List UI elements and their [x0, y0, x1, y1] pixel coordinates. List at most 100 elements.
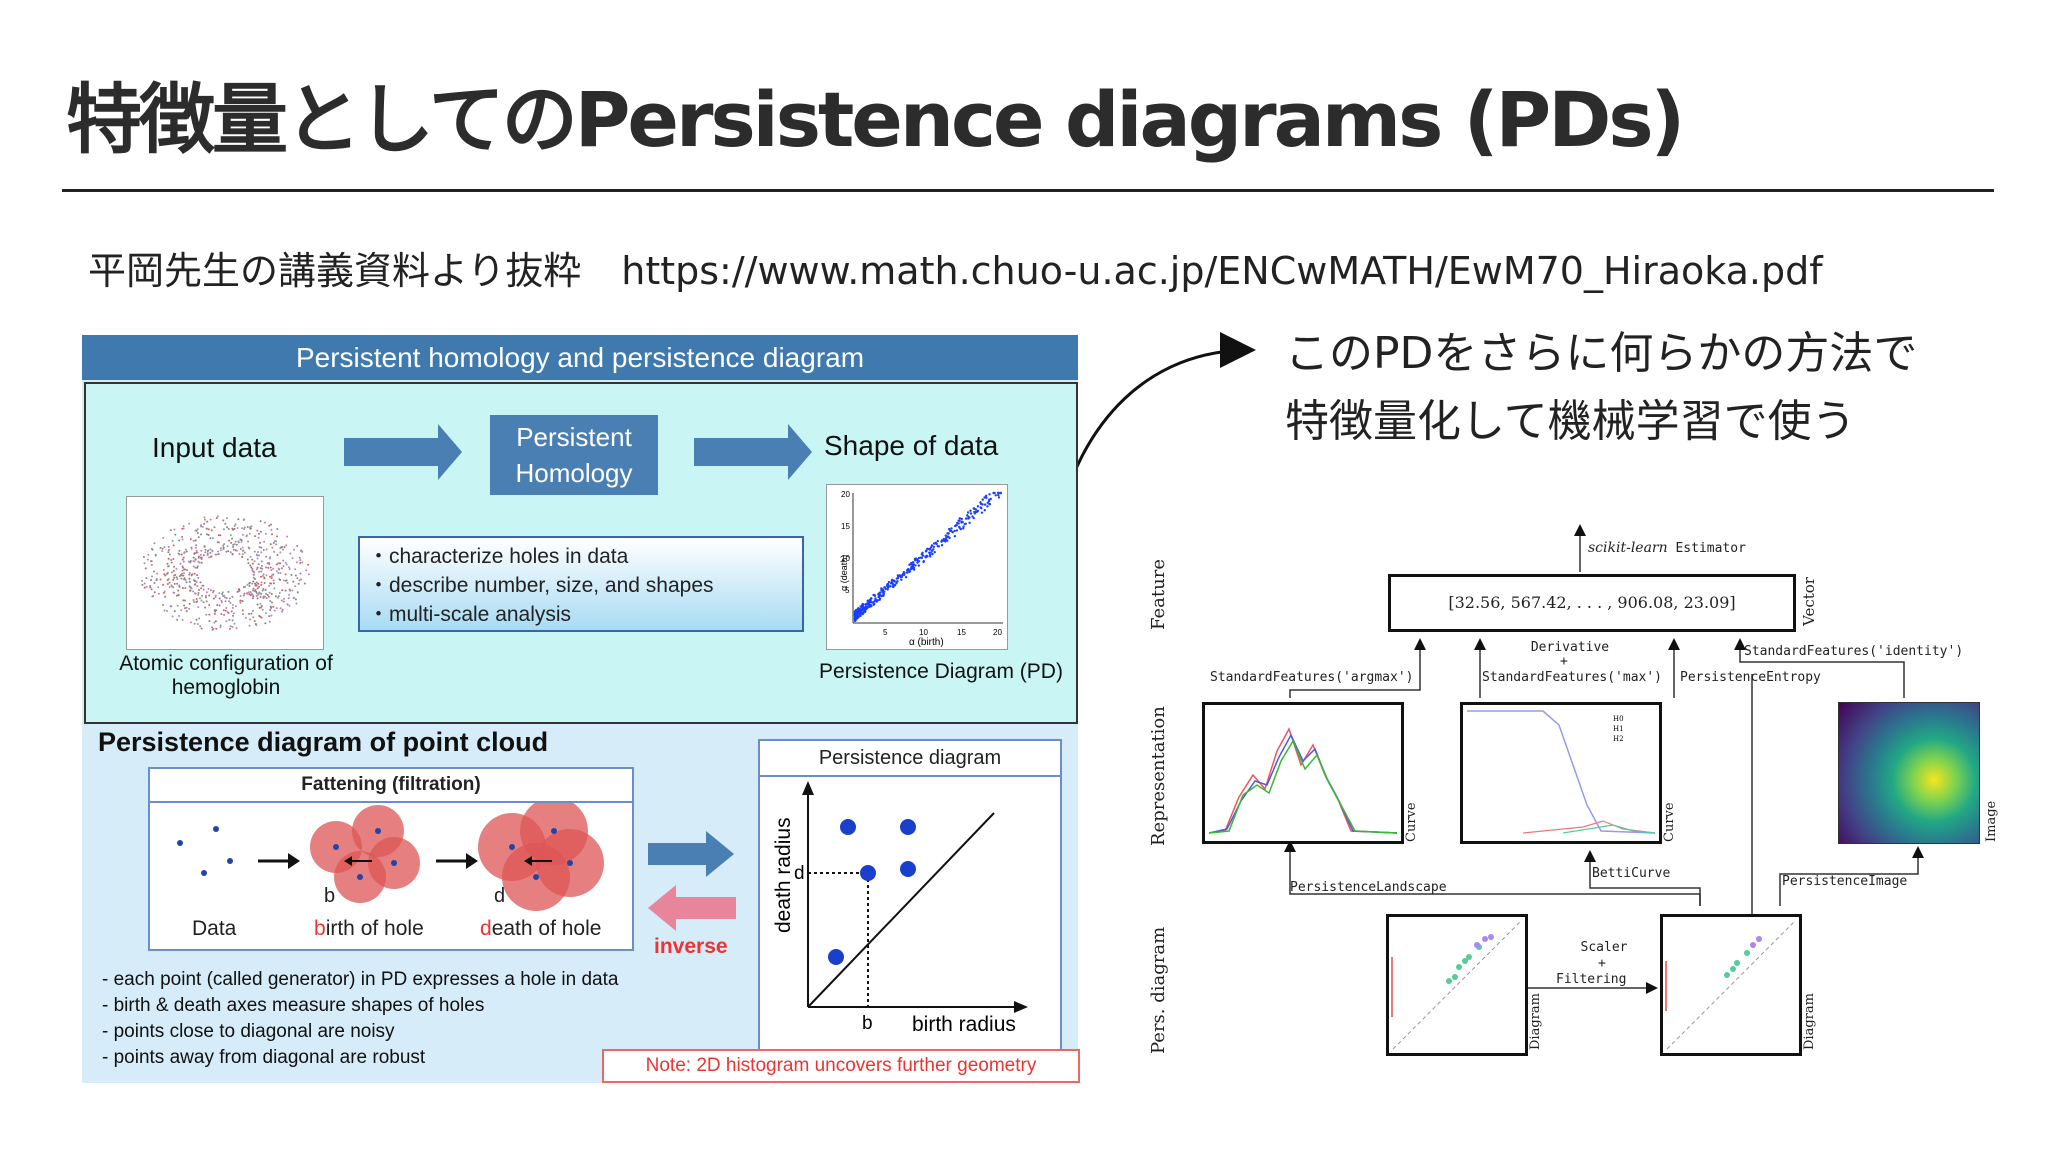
notes-list: - each point (called generator) in PD ex…: [102, 967, 618, 1071]
death-initial: d: [480, 917, 492, 940]
properties-box: ・characterize holes in data ・describe nu…: [358, 536, 804, 632]
tick-label: 20: [841, 490, 850, 499]
diagram-plot-scaled: [1660, 914, 1802, 1056]
pers-image-label: PersistenceImage: [1782, 874, 1908, 889]
persistence-diagram-panel: Persistence diagram d b birth radius dea…: [758, 739, 1062, 1055]
estimator-mono: Estimator: [1667, 541, 1746, 556]
bullet-item: ・describe number, size, and shapes: [368, 574, 714, 597]
filtration-illustration: [177, 803, 604, 911]
landscape-plot: [1202, 702, 1404, 844]
feature-pipeline-figure: Feature Representation Pers. diagram sci…: [1140, 520, 2000, 1080]
pd-small-xlabel: α (birth): [909, 637, 944, 648]
birth-of-hole-label: birth of hole: [314, 917, 424, 941]
pd-d-marker: d: [794, 863, 805, 884]
estimator-italic: scikit-learn: [1588, 540, 1668, 556]
scaler-plus: +: [1598, 956, 1606, 971]
pd-title: Persistence diagram: [760, 741, 1060, 777]
row-label-representation: Representation: [1148, 706, 1169, 846]
death-marker: d: [494, 885, 506, 907]
diagram-plot-original: [1386, 914, 1528, 1056]
derivative-label: Derivative: [1530, 640, 1610, 655]
ph-line-1: Persistent: [516, 422, 632, 452]
forward-inverse-arrows-icon: [648, 831, 736, 931]
arrow-right-icon: [344, 424, 462, 480]
persistent-homology-box: Persistent Homology: [490, 415, 658, 495]
derivative-plus: +: [1560, 654, 1568, 669]
atoms-caption-line-1: Atomic configuration of: [119, 652, 333, 675]
legend-h2: H2: [1613, 735, 1624, 743]
tick-label: 20: [993, 628, 1002, 637]
birth-marker: b: [324, 885, 336, 907]
figure-header: Persistent homology and persistence diag…: [82, 335, 1078, 380]
tick-label: 15: [957, 628, 966, 637]
pd-caption: Persistence Diagram (PD): [819, 660, 1063, 683]
persistence-diagram-thumbnail: α (death) α (birth) 5 10 15 20 20 15 10 …: [826, 484, 1008, 650]
legend-h1: H1: [1613, 725, 1624, 733]
note-item: - points away from diagonal are robust: [102, 1047, 426, 1068]
vector-label: Vector: [1800, 577, 1818, 626]
arrow-right-icon: [694, 424, 812, 480]
betti-curve-plot: H0 H1 H2: [1460, 702, 1662, 844]
top-panel: Input data Persistent Homology Shape of …: [84, 382, 1078, 724]
estimator-label: scikit-learn Estimator: [1588, 540, 1746, 556]
atoms-caption: Atomic configuration of hemoglobin: [86, 652, 366, 700]
curve-label: Curve: [1662, 802, 1677, 842]
comment-line-1: このPDをさらに何らかの方法で: [1285, 328, 1918, 379]
sf-identity-label: StandardFeatures('identity'): [1744, 644, 1964, 659]
diagram-label: Diagram: [1528, 993, 1543, 1050]
title-divider: [62, 189, 1994, 192]
note-item: - points close to diagonal are noisy: [102, 1021, 395, 1042]
pd-ylabel: death radius: [772, 817, 795, 933]
legend-h0: H0: [1613, 715, 1624, 723]
source-url[interactable]: https://www.math.chuo-u.ac.jp/ENCwMATH/E…: [621, 249, 1823, 293]
tick-label: 5: [883, 628, 888, 637]
tick-label: 10: [919, 628, 928, 637]
sf-max-label: StandardFeatures('max'): [1482, 670, 1663, 685]
source-label: 平岡先生の講義資料より抜粋: [88, 249, 582, 293]
atomic-configuration-image: [126, 496, 324, 650]
note-item: - birth & death axes measure shapes of h…: [102, 995, 485, 1016]
sf-argmax-label: StandardFeatures('argmax'): [1210, 670, 1414, 685]
source-line: 平岡先生の講義資料より抜粋 https://www.math.chuo-u.ac.…: [88, 240, 1823, 295]
death-of-hole-label: death of hole: [480, 917, 601, 941]
pers-entropy-label: PersistenceEntropy: [1680, 670, 1821, 685]
betti-curve-label: BettiCurve: [1592, 866, 1671, 881]
point-cloud-title: Persistence diagram of point cloud: [98, 727, 549, 757]
pipeline-connectors: [1284, 524, 1924, 994]
bullet-item: ・multi-scale analysis: [368, 603, 572, 626]
atoms-caption-line-2: hemoglobin: [171, 676, 281, 699]
curve-label: Curve: [1404, 802, 1419, 842]
fattening-title: Fattening (filtration): [150, 769, 632, 803]
scaler-label: Scaler: [1580, 940, 1628, 955]
pd-xlabel: birth radius: [912, 1013, 1016, 1036]
tick-label: 15: [841, 522, 850, 531]
row-label-pers-diagram: Pers. diagram: [1148, 926, 1169, 1054]
page-title: 特徴量としてのPersistence diagrams (PDs): [66, 75, 1685, 164]
inverse-label: inverse: [654, 935, 728, 958]
tick-label: 5: [845, 586, 850, 595]
death-rest: eath of hole: [491, 917, 602, 940]
comment-text: このPDをさらに何らかの方法で 特徴量化して機械学習で使う: [1285, 320, 1917, 456]
bullet-item: ・characterize holes in data: [368, 545, 629, 568]
tick-label: 10: [841, 554, 850, 563]
fattening-panel: Fattening (filtration) b d Data birth of…: [148, 767, 634, 951]
pers-landscape-label: PersistenceLandscape: [1290, 880, 1447, 895]
persistent-homology-figure: Persistent homology and persistence diag…: [82, 335, 1080, 1083]
row-label-feature: Feature: [1148, 559, 1169, 630]
shape-of-data-label: Shape of data: [824, 430, 999, 461]
persistence-image-plot: [1838, 702, 1980, 844]
note-item: - each point (called generator) in PD ex…: [102, 969, 619, 990]
comment-line-2: 特徴量化して機械学習で使う: [1285, 396, 1856, 447]
pd-small-ylabel: α (death): [839, 555, 849, 591]
birth-initial: b: [314, 917, 326, 940]
input-data-label: Input data: [152, 432, 277, 463]
data-label: Data: [192, 917, 237, 940]
ph-line-2: Homology: [515, 458, 633, 488]
filtering-label: Filtering: [1556, 972, 1627, 987]
histogram-note: Note: 2D histogram uncovers further geom…: [602, 1049, 1080, 1083]
image-label: Image: [1984, 800, 1999, 842]
diagram-label: Diagram: [1802, 993, 1817, 1050]
birth-rest: irth of hole: [325, 917, 424, 940]
feature-vector-box: [32.56, 567.42, . . . , 906.08, 23.09]: [1388, 574, 1796, 632]
pd-b-marker: b: [862, 1013, 873, 1034]
